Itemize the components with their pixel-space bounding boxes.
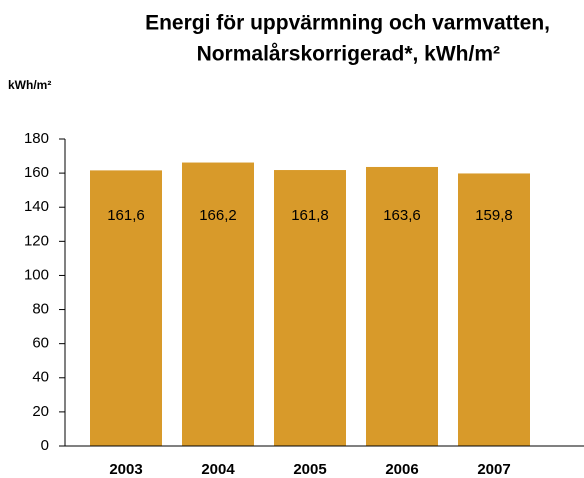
y-tick-label: 120 — [24, 232, 49, 249]
chart-title: Normalårskorrigerad*, kWh/m² — [197, 43, 500, 66]
x-tick-label: 2007 — [477, 461, 510, 478]
x-tick-label: 2005 — [293, 461, 326, 478]
value-label: 159,8 — [475, 207, 513, 224]
value-label: 166,2 — [199, 207, 237, 224]
y-tick-label: 160 — [24, 164, 49, 181]
y-tick-label: 140 — [24, 198, 49, 215]
value-label: 161,8 — [291, 207, 329, 224]
bar — [366, 166, 438, 446]
bar — [458, 173, 530, 447]
x-tick-label: 2003 — [109, 461, 142, 478]
y-tick-label: 180 — [24, 130, 49, 147]
y-tick-label: 80 — [32, 301, 49, 318]
y-axis-label: kWh/m² — [8, 78, 51, 92]
bar — [90, 170, 162, 447]
y-tick-label: 60 — [32, 335, 49, 352]
y-tick-label: 0 — [41, 437, 49, 454]
x-tick-label: 2004 — [201, 461, 235, 478]
value-label: 161,6 — [107, 207, 145, 224]
bar — [274, 170, 346, 446]
bar — [182, 162, 254, 446]
value-label: 163,6 — [383, 207, 421, 224]
y-tick-label: 100 — [24, 266, 49, 283]
chart-title: Energi för uppvärmning och varmvatten, — [145, 12, 550, 35]
y-tick-label: 20 — [32, 403, 49, 420]
x-tick-label: 2006 — [385, 461, 418, 478]
y-tick-label: 40 — [32, 369, 49, 386]
